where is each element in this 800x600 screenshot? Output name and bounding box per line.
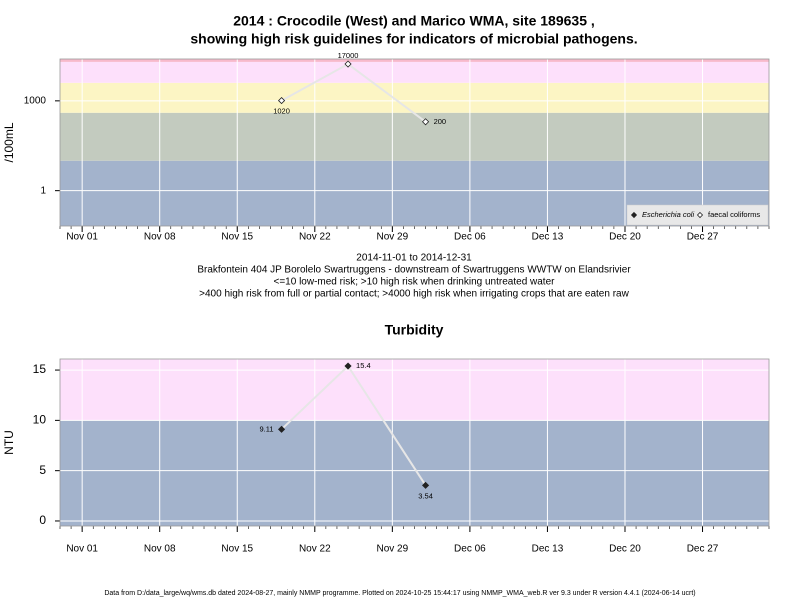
x-tick-label: Dec 27: [687, 232, 719, 243]
x-tick-label: Nov 22: [299, 232, 331, 243]
data-point: [277, 97, 286, 105]
data-label: 1020: [273, 107, 290, 116]
y-tick-label: 1: [40, 185, 46, 196]
chart-title: Turbidity: [385, 322, 444, 338]
data-point: [344, 60, 352, 68]
x-tick-label: Dec 27: [687, 544, 719, 555]
data-label: 17000: [338, 51, 359, 60]
data-point: [277, 425, 286, 433]
data-label: 200: [434, 117, 447, 126]
x-tick-label: Nov 08: [144, 232, 176, 243]
legend-marker: [630, 211, 638, 219]
data-label: 9.11: [260, 424, 274, 433]
x-tick-label: Nov 08: [144, 544, 176, 555]
x-tick-label: Dec 06: [454, 232, 486, 243]
risk-band: [60, 59, 769, 62]
x-tick-label: Nov 15: [221, 232, 253, 243]
x-tick-label: Nov 29: [377, 544, 409, 555]
x-tick-label: Nov 01: [66, 544, 98, 555]
x-tick-label: Dec 13: [532, 232, 564, 243]
y-axis-label: NTU: [2, 430, 16, 455]
legend-label: Escherichia coli: [642, 210, 694, 219]
y-tick-label: 5: [39, 463, 46, 477]
risk-band: [60, 112, 769, 161]
data-point: [422, 481, 430, 489]
chart-title: 2014 : Crocodile (West) and Marico WMA, …: [233, 13, 595, 29]
plot-border: [59, 358, 770, 527]
data-point: [422, 118, 430, 126]
note: <=10 low-med risk; >10 high risk when dr…: [274, 277, 556, 288]
y-tick-label: 0: [39, 513, 46, 527]
x-tick-label: Dec 06: [454, 544, 486, 555]
chart-title: showing high risk guidelines for indicat…: [190, 31, 637, 47]
x-tick-label: Dec 20: [609, 544, 641, 555]
x-tick-label: Dec 20: [609, 232, 641, 243]
legend-label: faecal coliforms: [708, 210, 760, 219]
y-tick-label: 15: [33, 362, 47, 376]
note: Brakfontein 404 JP Borolelo Swartruggens…: [197, 265, 631, 276]
y-tick-label: 10: [33, 413, 47, 427]
x-tick-label: Nov 22: [299, 544, 331, 555]
x-tick-label: Dec 13: [532, 544, 564, 555]
note: >400 high risk from full or partial cont…: [199, 289, 629, 300]
risk-band: [60, 82, 769, 113]
plot-border: [59, 58, 770, 227]
y-tick-label: 1000: [24, 95, 47, 106]
footer: Data from D:/data_large/wq/wms.db dated …: [104, 590, 695, 597]
x-tick-label: Nov 01: [66, 232, 98, 243]
risk-band: [60, 420, 769, 526]
x-tick-label: Nov 15: [221, 544, 253, 555]
legend-marker: [696, 211, 704, 219]
risk-band: [60, 61, 769, 83]
data-label: 3.54: [418, 491, 433, 500]
note: 2014-11-01 to 2014-12-31: [356, 253, 472, 264]
y-axis-label: /100mL: [2, 122, 16, 162]
data-point: [344, 362, 352, 370]
x-tick-label: Nov 29: [377, 232, 409, 243]
risk-band: [60, 359, 769, 421]
data-label: 15.4: [356, 361, 371, 370]
